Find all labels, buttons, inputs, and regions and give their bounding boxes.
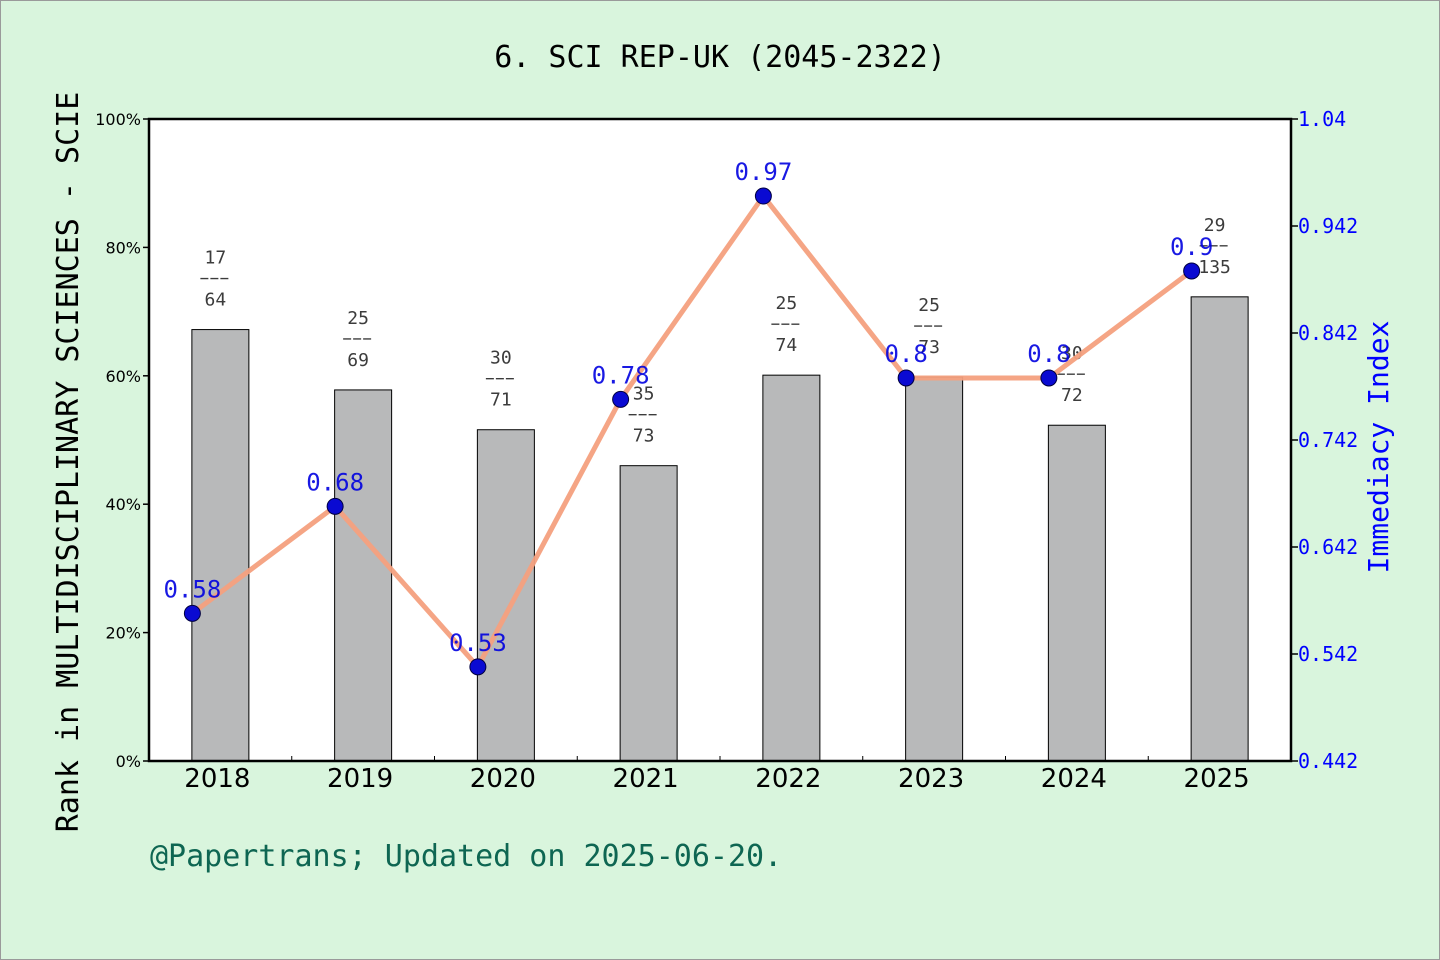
rank-numerator: 30	[490, 348, 512, 369]
point-2025	[1183, 262, 1201, 280]
y-right-tick-label: 0.842	[1298, 321, 1358, 345]
bar-2022	[762, 374, 821, 762]
rank-denominator: 74	[776, 335, 798, 356]
point-2018	[183, 604, 201, 622]
y-right-tick-label: 1.04	[1298, 107, 1346, 131]
rank-label-2020: 30 71	[485, 348, 516, 411]
rank-numerator: 25	[776, 293, 798, 314]
y-axis-left-label: Rank in MULTIDISCIPLINARY SCIENCES - SCI…	[51, 92, 86, 833]
point-2022	[754, 187, 772, 205]
rank-label-2022: 25 74	[771, 293, 802, 356]
point-2024	[1040, 369, 1058, 387]
point-label-2022: 0.97	[734, 158, 792, 186]
y-right-tick-label: 0.942	[1298, 214, 1358, 238]
bar-2024	[1047, 424, 1106, 762]
y-left-tick-label: 0%	[116, 752, 141, 771]
x-tick-label-2020: 2020	[470, 764, 536, 794]
x-tick-label-2025: 2025	[1184, 764, 1250, 794]
x-tick-label-2022: 2022	[755, 764, 821, 794]
bar-2018	[191, 329, 250, 762]
y-right-tick-label: 0.742	[1298, 428, 1358, 452]
y-right-tick-label: 0.442	[1298, 749, 1358, 773]
y-left-tick-label: 80%	[105, 238, 141, 257]
y-right-tick-label: 0.642	[1298, 535, 1358, 559]
rank-numerator: 25	[918, 295, 940, 316]
rank-label-2025: 29 135	[1198, 215, 1231, 278]
footer-credit: @Papertrans; Updated on 2025-06-20.	[150, 839, 782, 874]
rank-denominator: 64	[205, 290, 227, 311]
rank-denominator: 69	[347, 350, 369, 371]
rank-numerator: 25	[347, 308, 369, 329]
x-tick-label-2018: 2018	[184, 764, 250, 794]
y-left-tick-label: 60%	[105, 367, 141, 386]
rank-label-2021: 35 73	[628, 384, 659, 447]
point-2020	[469, 658, 487, 676]
bar-2025	[1190, 296, 1249, 762]
point-2019	[326, 497, 344, 515]
rank-label-2023: 25 73	[914, 295, 945, 358]
point-label-2019: 0.68	[306, 468, 364, 496]
y-right-tick-label: 0.542	[1298, 642, 1358, 666]
rank-label-2019: 25 69	[343, 308, 374, 371]
bar-2023	[905, 376, 964, 762]
point-label-2018: 0.58	[163, 575, 221, 603]
bar-2019	[334, 389, 393, 762]
point-label-2021: 0.78	[592, 361, 650, 389]
immediacy-line	[190, 193, 1194, 670]
chart-title: 6. SCI REP-UK (2045-2322)	[494, 40, 946, 75]
bar-2020	[476, 429, 535, 762]
rank-denominator: 71	[490, 390, 512, 411]
rank-denominator: 135	[1198, 257, 1231, 278]
rank-denominator: 73	[918, 337, 940, 358]
plot-area	[149, 119, 1291, 761]
bar-2021	[619, 465, 678, 762]
y-left-tick-label: 100%	[95, 110, 141, 129]
rank-denominator: 72	[1061, 385, 1083, 406]
rank-denominator: 73	[633, 426, 655, 447]
point-label-2024: 0.8	[1027, 340, 1070, 368]
point-2023	[897, 369, 915, 387]
y-left-tick-label: 40%	[105, 495, 141, 514]
x-tick-label-2021: 2021	[613, 764, 679, 794]
rank-numerator: 17	[205, 248, 227, 269]
point-label-2025: 0.9	[1170, 233, 1213, 261]
rank-numerator: 35	[633, 384, 655, 405]
point-2021	[612, 390, 630, 408]
point-label-2020: 0.53	[449, 629, 507, 657]
y-left-tick-label: 20%	[105, 624, 141, 643]
rank-numerator: 29	[1204, 215, 1226, 236]
y-axis-right-label: Immediacy Index	[1362, 321, 1395, 574]
x-tick-label-2024: 2024	[1041, 764, 1107, 794]
x-tick-label-2023: 2023	[898, 764, 964, 794]
point-label-2023: 0.8	[884, 340, 927, 368]
x-tick-label-2019: 2019	[327, 764, 393, 794]
